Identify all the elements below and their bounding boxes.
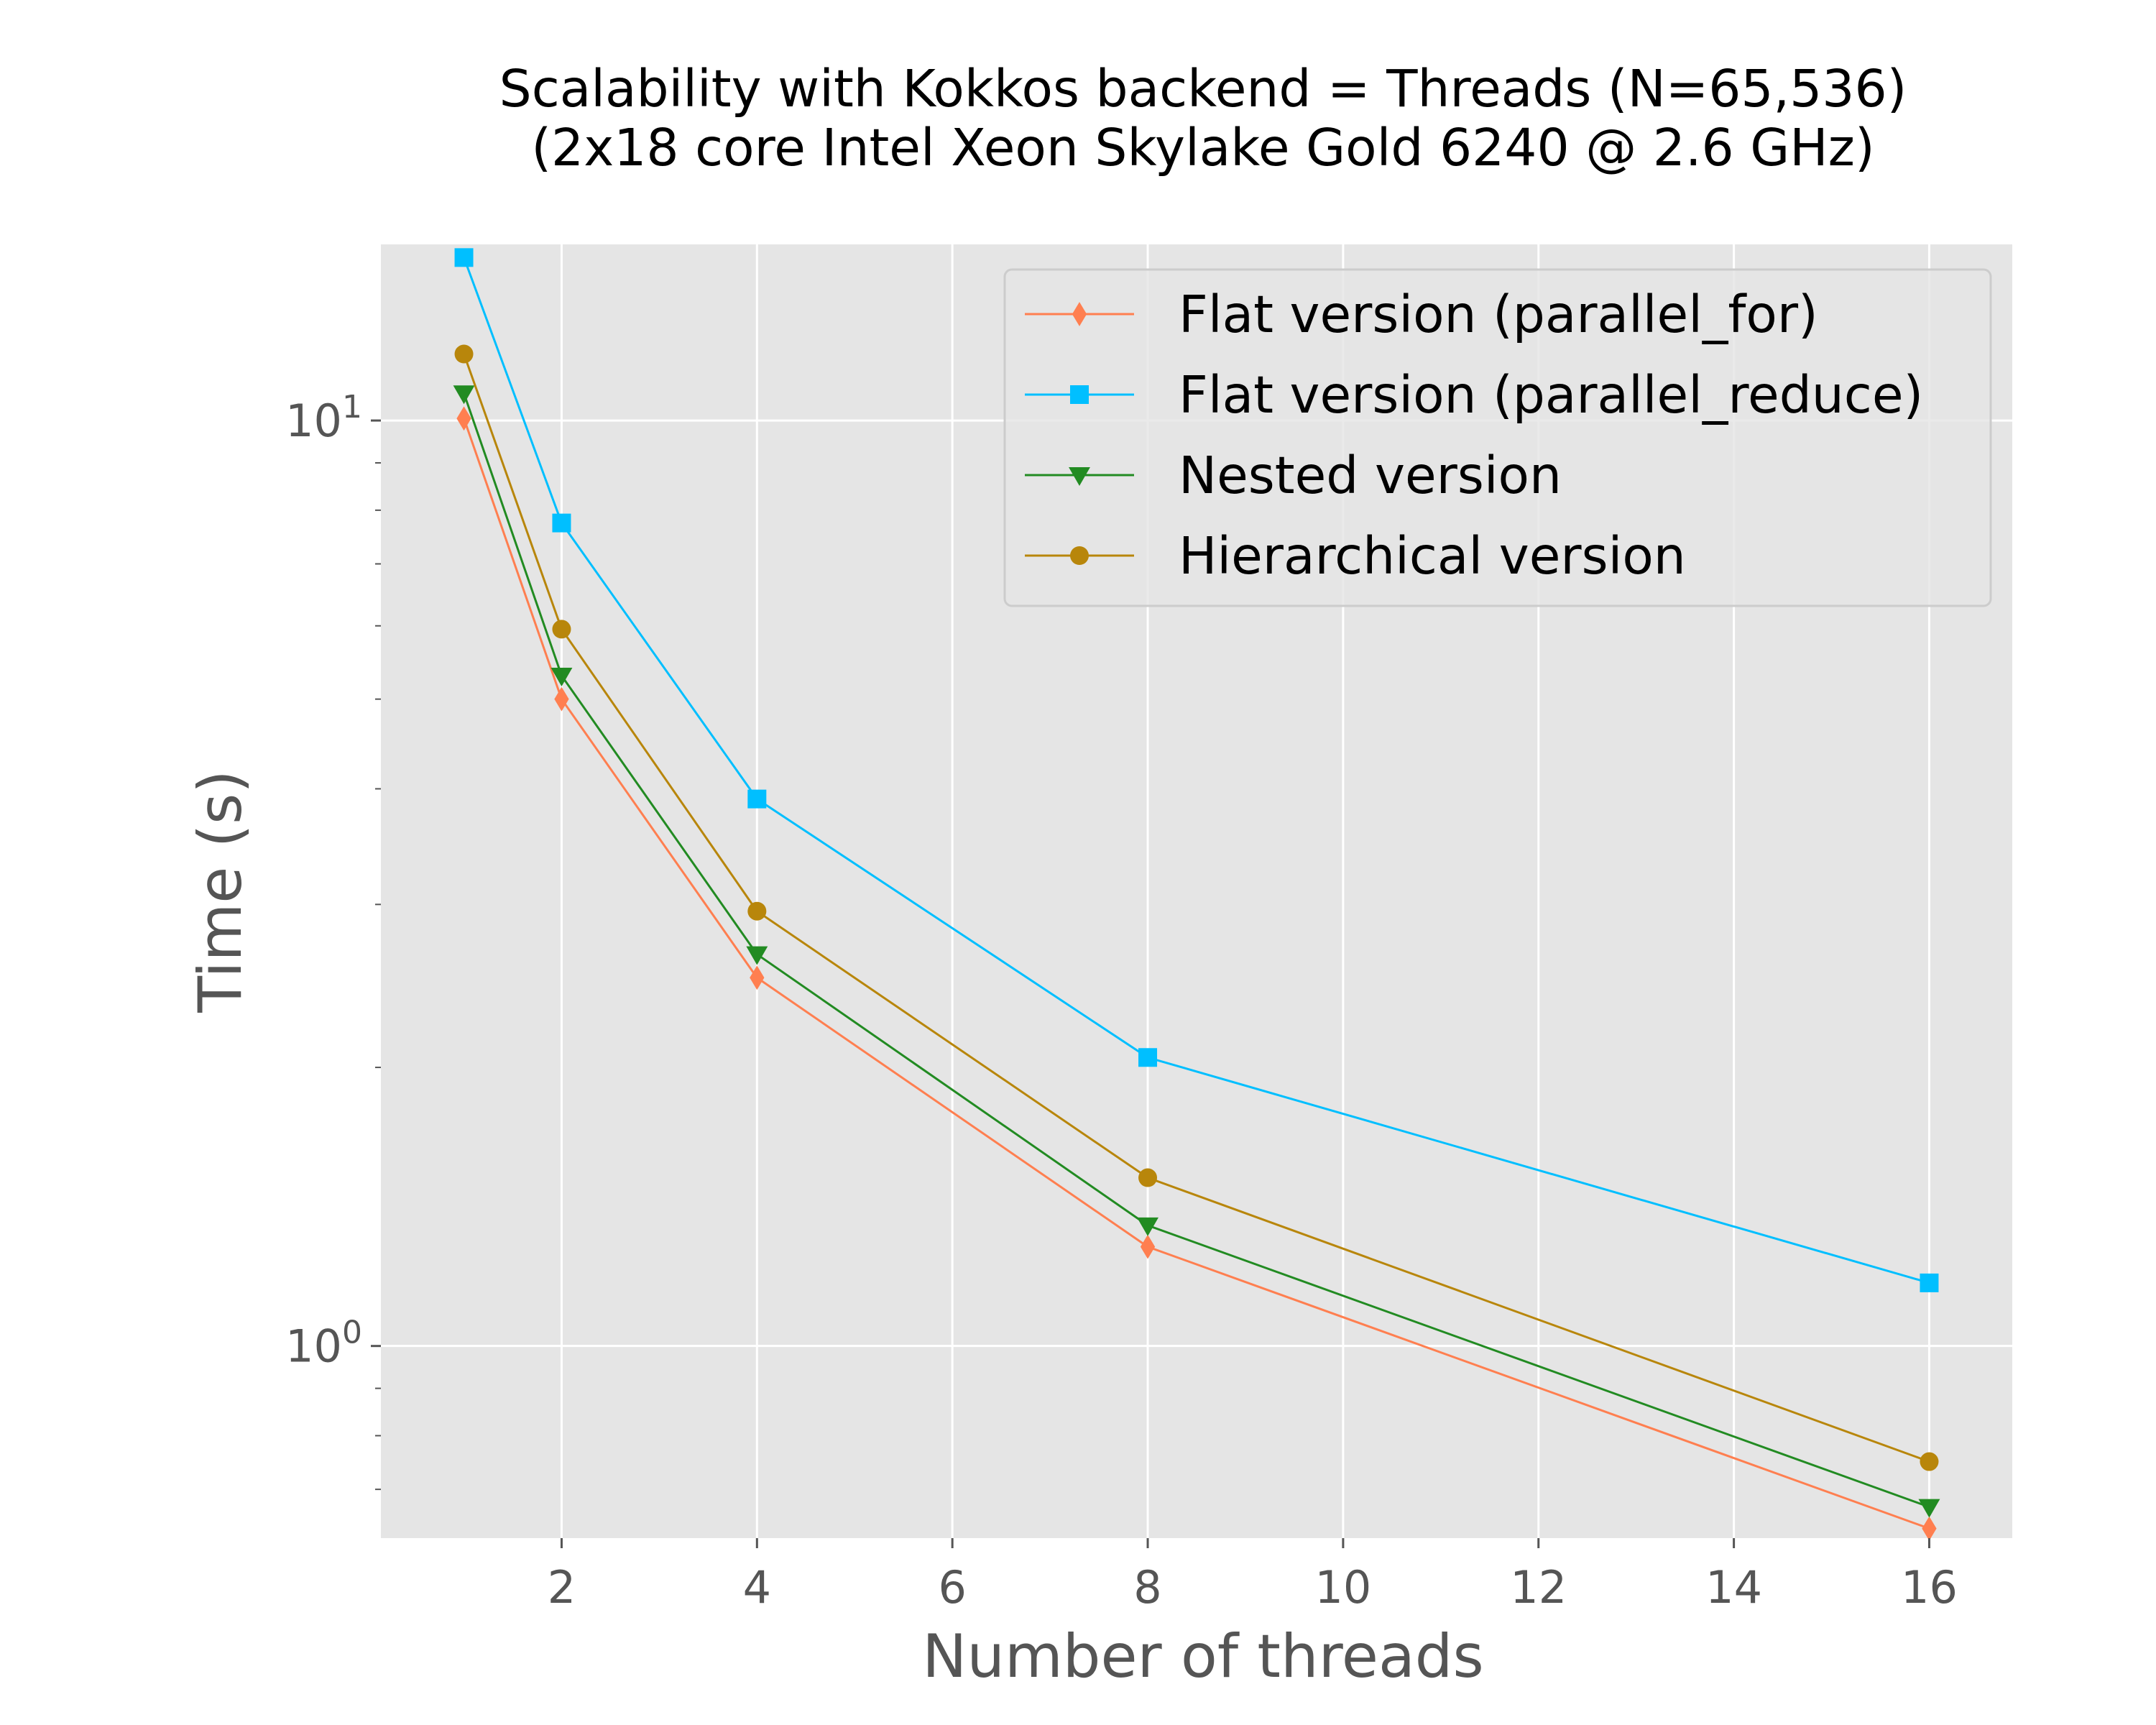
data-point xyxy=(456,406,471,431)
legend-marker xyxy=(1072,302,1087,326)
legend-item: Nested version xyxy=(1025,446,1562,505)
x-axis-ticks: 2 4 6 8 10 12 14 16 xyxy=(548,1538,1958,1614)
legend-marker xyxy=(1070,546,1089,565)
legend-box xyxy=(1003,268,1992,607)
x-tick-label: 16 xyxy=(1901,1561,1958,1614)
data-point xyxy=(554,686,569,712)
data-point xyxy=(747,789,767,809)
chart-title: Scalability with Kokkos backend = Thread… xyxy=(499,59,1907,119)
data-point xyxy=(454,248,474,267)
x-tick-label: 8 xyxy=(1133,1561,1161,1614)
series-layer xyxy=(453,248,1940,1541)
series-4 xyxy=(454,344,1939,1471)
legend-label: Flat version (parallel_reduce) xyxy=(1179,365,1923,425)
data-point xyxy=(746,946,768,965)
x-tick-label: 12 xyxy=(1510,1561,1567,1614)
series-1 xyxy=(456,406,1937,1541)
data-point xyxy=(1922,1516,1937,1541)
data-point xyxy=(550,668,573,687)
data-point xyxy=(552,513,571,533)
data-point xyxy=(552,620,571,639)
data-point xyxy=(1138,1048,1158,1067)
data-point xyxy=(1918,1499,1940,1518)
legend-item: Flat version (parallel_for) xyxy=(1025,285,1818,344)
x-tick-label: 4 xyxy=(743,1561,771,1614)
y-tick-label: 101 xyxy=(285,389,362,447)
data-point xyxy=(1920,1273,1939,1292)
data-point xyxy=(1140,1234,1156,1259)
data-point xyxy=(1920,1452,1939,1471)
data-point xyxy=(750,965,765,990)
legend-item: Flat version (parallel_reduce) xyxy=(1025,365,1923,425)
data-point xyxy=(747,901,767,921)
legend-label: Hierarchical version xyxy=(1179,526,1686,586)
x-tick-label: 6 xyxy=(938,1561,966,1614)
legend-marker xyxy=(1070,385,1089,404)
y-axis-label: Time (s) xyxy=(185,770,255,1013)
series-2 xyxy=(454,248,1939,1292)
x-axis-label: Number of threads xyxy=(922,1622,1484,1691)
data-point xyxy=(1137,1217,1158,1236)
data-point xyxy=(453,385,475,405)
legend-label: Flat version (parallel_for) xyxy=(1179,285,1818,344)
legend-marker xyxy=(1069,466,1090,486)
y-axis-ticks: 100 101 xyxy=(285,389,381,1491)
legend-label: Nested version xyxy=(1179,446,1562,505)
legend: Flat version (parallel_for) Flat version … xyxy=(1003,268,1992,607)
data-point xyxy=(454,344,474,364)
legend-item: Hierarchical version xyxy=(1025,526,1686,586)
y-tick-label: 100 xyxy=(285,1315,362,1373)
x-tick-label: 14 xyxy=(1705,1561,1762,1614)
data-point xyxy=(1138,1168,1158,1187)
series-3 xyxy=(453,385,1940,1518)
x-tick-label: 2 xyxy=(548,1561,576,1614)
x-tick-label: 10 xyxy=(1314,1561,1371,1614)
chart-subtitle: (2x18 core Intel Xeon Skylake Gold 6240 … xyxy=(531,118,1874,178)
